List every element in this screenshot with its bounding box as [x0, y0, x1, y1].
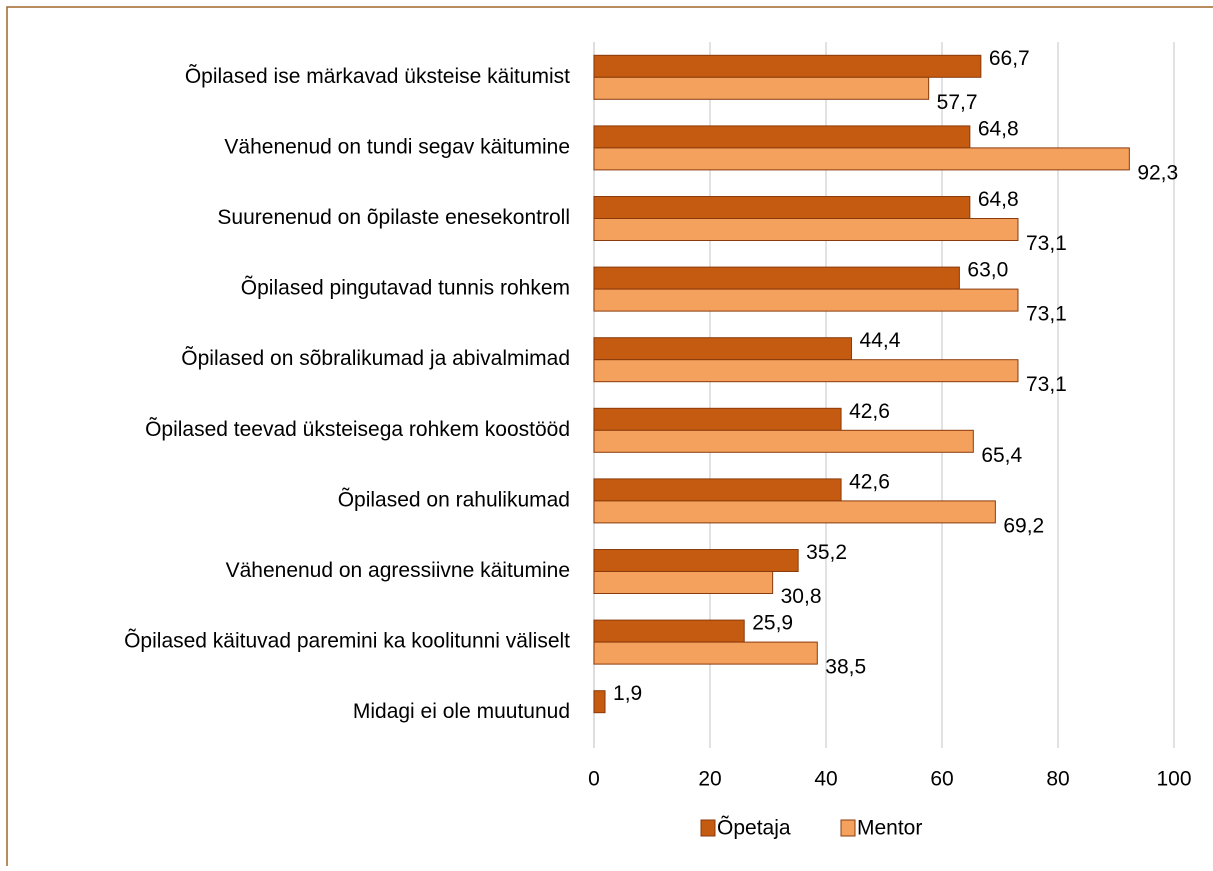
value-label: 63,0	[967, 259, 1008, 282]
value-label: 38,5	[825, 656, 866, 679]
bar	[593, 54, 982, 78]
bar	[593, 337, 853, 361]
frame	[6, 6, 1213, 871]
value-label: 92,3	[1137, 161, 1178, 184]
legend-label: Mentor	[857, 817, 922, 840]
bar	[593, 571, 774, 594]
category-label: Õpilased pingutavad tunnis rohkem	[241, 276, 570, 300]
value-label: 66,7	[989, 47, 1030, 70]
bar	[593, 196, 971, 219]
category-label: Õpilased käituvad paremini ka koolitunni…	[124, 629, 570, 653]
bar	[593, 690, 606, 714]
value-label: 1,9	[613, 682, 642, 705]
value-label: 42,6	[849, 470, 890, 493]
bar	[593, 619, 745, 643]
bar	[593, 147, 1130, 171]
x-tick-label: 80	[1046, 768, 1069, 791]
bar	[593, 407, 842, 431]
bar	[593, 641, 818, 665]
category-label: Õpilased teevad üksteisega rohkem koostö…	[145, 417, 570, 441]
value-label: 73,1	[1026, 303, 1067, 326]
category-label: Midagi ei ole muutunud	[353, 700, 570, 723]
legend-swatch	[700, 819, 716, 837]
x-tick-label: 60	[930, 768, 953, 791]
x-tick-label: 100	[1156, 768, 1191, 791]
bar	[593, 125, 971, 149]
category-label: Õpilased on rahulikumad	[338, 487, 570, 511]
x-tick-label: 40	[814, 768, 837, 791]
value-label: 69,2	[1003, 514, 1044, 537]
bar	[593, 76, 930, 100]
bar	[593, 500, 996, 524]
bar	[593, 359, 1019, 383]
value-label: 73,1	[1026, 373, 1067, 396]
category-label: Suurenenud on õpilaste enesekontroll	[217, 206, 570, 229]
bar	[593, 288, 1019, 312]
value-label: 64,8	[978, 188, 1019, 211]
value-label: 64,8	[978, 117, 1019, 140]
x-tick-label: 0	[588, 768, 600, 791]
value-label: 25,9	[752, 612, 793, 635]
category-label: Õpilased on sõbralikumad ja abivalmimad	[181, 346, 570, 370]
bar	[593, 218, 1019, 241]
value-label: 65,4	[981, 444, 1022, 467]
bar	[593, 478, 842, 502]
category-label: Vähenenud on agressiivne käitumine	[226, 559, 570, 582]
legend-swatch	[840, 819, 856, 837]
category-label: Õpilased ise märkavad üksteise käitumist	[185, 64, 570, 88]
legend-label: Õpetaja	[717, 816, 791, 840]
x-tick-label: 20	[698, 768, 721, 791]
value-label: 57,7	[937, 91, 978, 114]
value-label: 30,8	[781, 585, 822, 608]
value-label: 42,6	[849, 400, 890, 423]
category-label: Vähenenud on tundi segav käitumine	[224, 135, 570, 158]
bar	[593, 266, 960, 290]
value-label: 35,2	[806, 541, 847, 564]
bar	[593, 429, 974, 453]
bar	[593, 549, 799, 572]
value-label: 44,4	[860, 329, 901, 352]
value-label: 73,1	[1026, 232, 1067, 255]
